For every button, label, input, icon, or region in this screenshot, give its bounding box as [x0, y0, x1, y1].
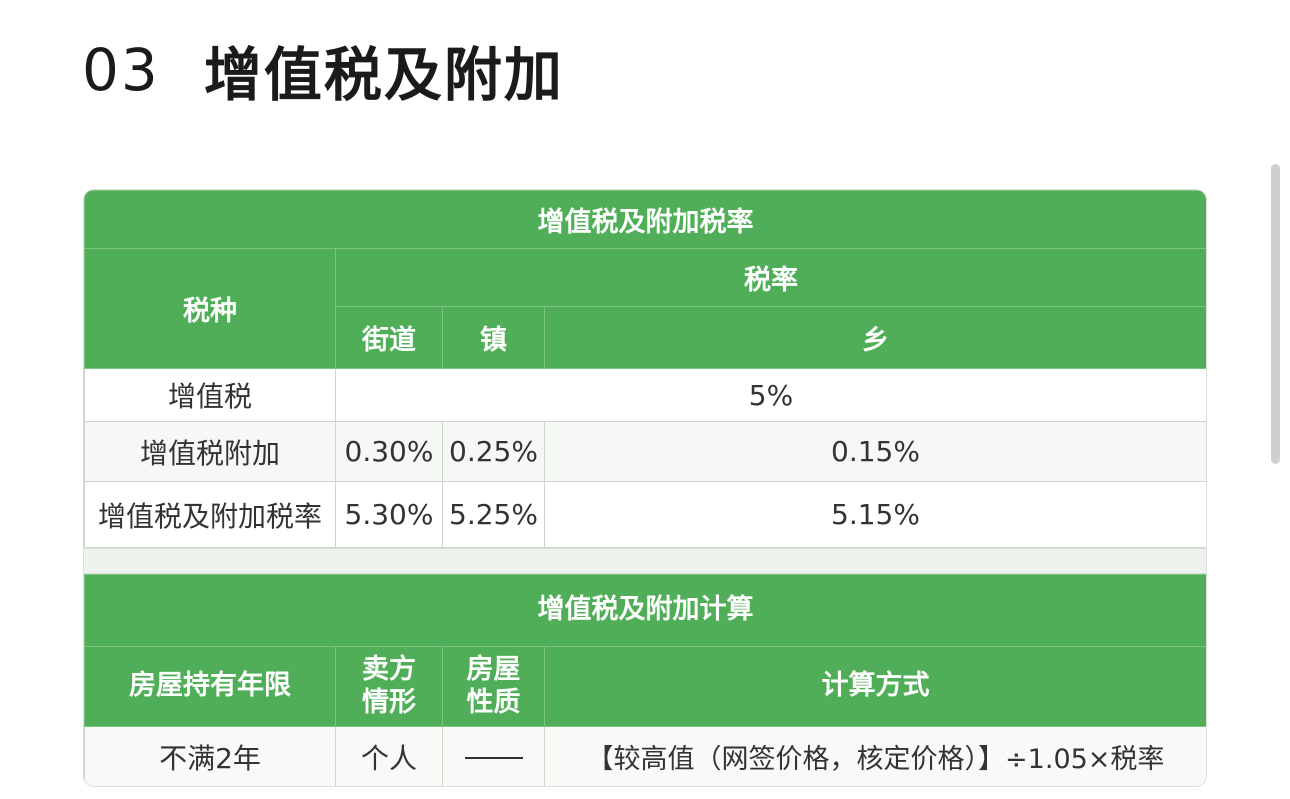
- header-tax-type: 税种: [84, 248, 336, 369]
- row-label: 增值税及附加税率: [84, 481, 336, 548]
- section-number: 03: [82, 36, 160, 104]
- header-holding-period: 房屋持有年限: [84, 646, 336, 727]
- table-row: 增值税附加 0.30% 0.25% 0.15%: [84, 421, 1206, 482]
- rate-value-street: 5.30%: [335, 481, 443, 548]
- table-row: 增值税 5%: [84, 368, 1206, 422]
- dash-mark: [464, 757, 523, 759]
- tax-table-card: 增值税及附加税率 税种 税率 街道 镇 乡 增值税 5% 增值税附加 0.30%…: [84, 190, 1206, 786]
- table-row: 不满2年 个人 【较高值（网签价格，核定价格）】÷1.05×税率: [84, 726, 1206, 786]
- section-heading: 03 增值税及附加: [82, 30, 564, 110]
- section-title: 增值税及附加: [203, 41, 564, 109]
- header-calc-method: 计算方式: [544, 646, 1206, 727]
- rate-value-street: 0.30%: [335, 421, 443, 482]
- calc-method-value: 【较高值（网签价格，核定价格）】÷1.05×税率: [544, 726, 1206, 786]
- calc-table: 增值税及附加计算 房屋持有年限 卖方 情形 房屋 性质 计算方式 不满2年 个人 【…: [84, 574, 1206, 786]
- rate-value-merged: 5%: [335, 368, 1206, 422]
- rate-value-town: 5.25%: [442, 481, 545, 548]
- calc-table-title: 增值税及附加计算: [84, 574, 1206, 647]
- table-row: 增值税及附加税率 5.30% 5.25% 5.15%: [84, 481, 1206, 548]
- header-township: 乡: [544, 306, 1206, 369]
- table-separator: [84, 548, 1206, 574]
- property-type-value: [442, 726, 545, 786]
- rate-table-header-row: 税种 税率: [84, 248, 1206, 369]
- seller-type-value: 个人: [335, 726, 443, 786]
- row-label: 增值税: [84, 368, 336, 422]
- header-property-type: 房屋 性质: [442, 646, 545, 727]
- rate-table: 增值税及附加税率 税种 税率 街道 镇 乡 增值税 5% 增值税附加 0.30%…: [84, 190, 1206, 548]
- header-street: 街道: [335, 306, 443, 369]
- calc-table-title-row: 增值税及附加计算: [84, 574, 1206, 647]
- header-seller-type: 卖方 情形: [335, 646, 443, 727]
- header-rate: 税率: [335, 248, 1206, 307]
- calc-table-header-row: 房屋持有年限 卖方 情形 房屋 性质 计算方式: [84, 646, 1206, 727]
- rate-value-township: 5.15%: [544, 481, 1206, 548]
- row-label: 增值税附加: [84, 421, 336, 482]
- rate-value-township: 0.15%: [544, 421, 1206, 482]
- scrollbar[interactable]: [1271, 164, 1280, 464]
- header-town: 镇: [442, 306, 545, 369]
- rate-value-town: 0.25%: [442, 421, 545, 482]
- holding-period-value: 不满2年: [84, 726, 336, 786]
- rate-table-title: 增值税及附加税率: [84, 190, 1206, 249]
- rate-table-title-row: 增值税及附加税率: [84, 190, 1206, 249]
